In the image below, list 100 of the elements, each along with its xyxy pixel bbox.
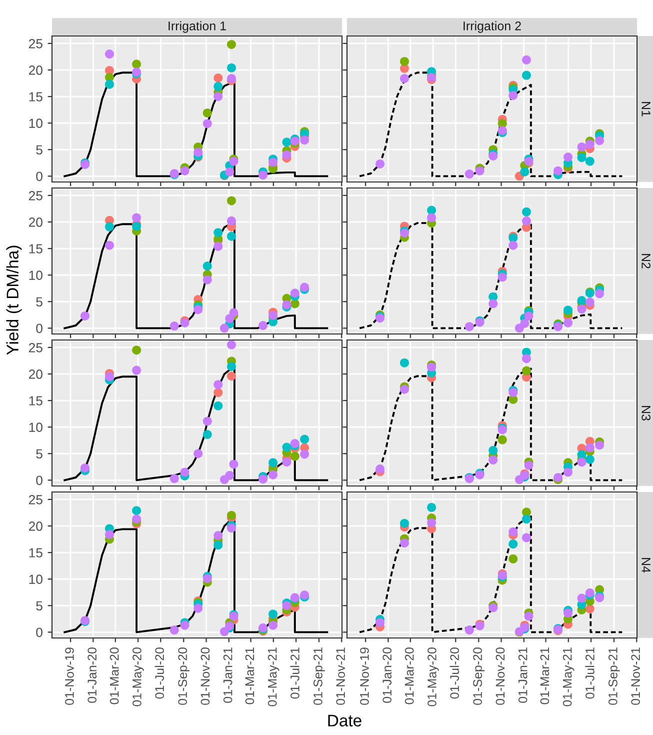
- x-tick-label: 01-Nov-19: [360, 648, 369, 705]
- x-tick-label: 01-Sep-21: [608, 648, 620, 705]
- x-tick-label: 01-Nov-20: [496, 648, 505, 705]
- point: [300, 590, 310, 600]
- point: [595, 136, 604, 146]
- point: [585, 298, 594, 307]
- point: [400, 358, 409, 368]
- point: [220, 627, 229, 636]
- point: [508, 90, 518, 100]
- point: [498, 272, 507, 282]
- point: [508, 240, 518, 250]
- point: [577, 304, 586, 314]
- x-tick-label: 01-Nov-21: [631, 648, 640, 705]
- point: [400, 56, 409, 66]
- point: [508, 554, 518, 564]
- point: [595, 289, 604, 298]
- point: [564, 468, 573, 477]
- point: [427, 362, 436, 372]
- y2-axis-title: N4: [642, 558, 650, 573]
- point: [400, 518, 409, 528]
- x-tick-label: 01-Nov-20: [200, 648, 210, 705]
- x-tick-label: 01-Jan-20: [88, 648, 97, 703]
- point: [585, 156, 594, 166]
- y-tick-label: 5: [36, 297, 42, 307]
- point: [554, 166, 563, 176]
- y-tick-label: 25: [28, 343, 42, 352]
- x-tick-label: 01-Jul-21: [585, 648, 594, 699]
- y2-axis-title: N2: [642, 254, 650, 268]
- point: [520, 318, 530, 328]
- x-tick-label: 01-Mar-20: [110, 648, 119, 704]
- point: [400, 228, 409, 238]
- point: [214, 540, 223, 550]
- x-tick-label: 01-Sep-21: [314, 648, 325, 705]
- point: [564, 318, 573, 328]
- point: [524, 460, 534, 470]
- y-tick-label: 5: [36, 449, 42, 459]
- point: [104, 372, 114, 382]
- point: [170, 474, 179, 484]
- point: [132, 514, 142, 524]
- point: [104, 50, 114, 59]
- y-tick-label: 5: [36, 601, 42, 611]
- y-tick-label: 0: [36, 628, 42, 638]
- point: [170, 322, 179, 331]
- y-tick-label: 20: [28, 66, 42, 75]
- point: [585, 454, 594, 464]
- point: [577, 458, 586, 467]
- point: [508, 388, 518, 398]
- point: [585, 140, 594, 149]
- y-tick-label: 15: [29, 244, 42, 254]
- y2-axis-title: N3: [642, 406, 650, 420]
- point: [488, 455, 498, 464]
- point: [194, 604, 203, 613]
- point: [268, 158, 278, 167]
- y-tick-label: 10: [29, 270, 42, 280]
- point: [522, 366, 531, 376]
- point: [80, 311, 90, 320]
- point: [214, 388, 223, 398]
- point: [202, 119, 212, 128]
- x-tick-label: 01-Jul-21: [290, 648, 300, 699]
- point: [524, 311, 534, 320]
- point: [226, 216, 236, 226]
- point: [475, 166, 484, 176]
- y-axis-title: Yield (t DM/ha): [6, 246, 22, 355]
- point: [508, 527, 518, 536]
- x-tick-label: 01-May-21: [562, 648, 574, 706]
- point: [226, 63, 236, 72]
- point: [564, 608, 573, 618]
- point: [508, 540, 518, 549]
- point: [214, 242, 223, 251]
- point: [376, 464, 385, 474]
- y-tick-label: 5: [36, 145, 42, 155]
- point: [226, 372, 236, 381]
- x-tick-label: 01-Sep-20: [178, 648, 190, 705]
- point: [282, 458, 292, 467]
- point: [498, 435, 507, 444]
- point: [202, 416, 212, 426]
- y-tick-label: 25: [28, 495, 42, 504]
- point: [577, 594, 586, 603]
- x-tick-label: 01-Mar-21: [245, 648, 254, 704]
- point: [214, 380, 223, 390]
- point: [132, 213, 142, 222]
- point: [104, 240, 114, 250]
- point: [80, 463, 90, 472]
- point: [194, 148, 203, 157]
- point: [180, 468, 190, 477]
- point: [226, 340, 236, 350]
- point: [595, 440, 604, 450]
- point: [258, 321, 268, 330]
- point: [290, 452, 300, 461]
- point: [214, 82, 223, 91]
- chart-title: Irrigation 2: [464, 21, 521, 33]
- x-tick-label: 01-Mar-21: [540, 648, 550, 704]
- point: [225, 167, 234, 176]
- point: [282, 601, 292, 610]
- y2-axis-title: N1: [642, 102, 650, 116]
- point: [488, 446, 498, 455]
- point: [214, 401, 223, 410]
- point: [214, 73, 223, 82]
- y-tick-label: 0: [36, 476, 42, 486]
- point: [300, 136, 310, 145]
